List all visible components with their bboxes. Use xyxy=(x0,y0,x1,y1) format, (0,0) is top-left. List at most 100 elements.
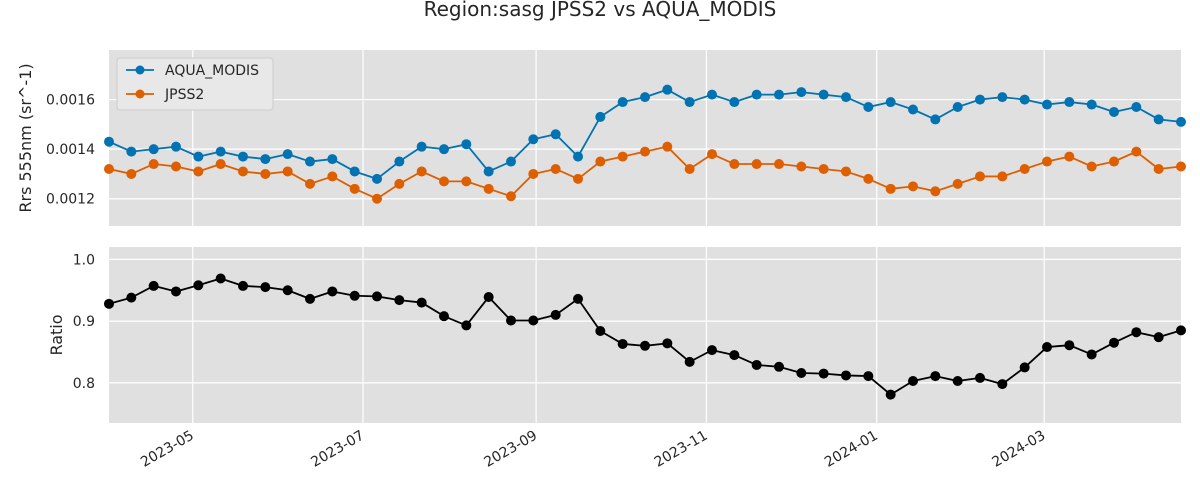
data-point-jpss2 xyxy=(841,166,851,177)
data-point-aqua-modis xyxy=(1109,106,1119,117)
x-tick-label: 2023-09 xyxy=(481,428,540,471)
data-point-aqua-modis xyxy=(751,89,762,100)
data-point-aqua-modis xyxy=(483,166,494,177)
data-point-jpss2 xyxy=(439,176,449,187)
data-point-jpss2 xyxy=(416,166,427,177)
data-point-ratio xyxy=(483,292,494,303)
data-point-aqua-modis xyxy=(1042,99,1052,110)
data-point-ratio xyxy=(1176,325,1186,336)
top-panel-y-ticks: 0.0012 0.0014 0.0016 xyxy=(46,93,95,208)
data-point-jpss2 xyxy=(751,159,762,170)
data-point-jpss2 xyxy=(461,176,472,187)
data-point-jpss2 xyxy=(662,141,673,152)
data-point-ratio xyxy=(1086,349,1097,360)
data-point-ratio xyxy=(1131,327,1142,338)
data-point-jpss2 xyxy=(573,173,583,184)
data-point-ratio xyxy=(550,309,561,320)
data-point-ratio xyxy=(1109,337,1119,348)
data-point-ratio xyxy=(1153,332,1164,343)
data-point-jpss2 xyxy=(349,183,360,194)
top-panel-background xyxy=(109,50,1181,226)
chart-title: Region:sasg JPSS2 vs AQUA_MODIS xyxy=(424,0,777,21)
data-point-jpss2 xyxy=(796,161,807,172)
data-point-ratio xyxy=(640,340,650,351)
data-point-jpss2 xyxy=(506,191,516,202)
data-point-aqua-modis xyxy=(662,84,673,95)
data-point-aqua-modis xyxy=(617,97,628,108)
data-point-jpss2 xyxy=(617,151,628,162)
data-point-ratio xyxy=(461,320,472,331)
data-point-jpss2 xyxy=(126,168,137,179)
data-point-jpss2 xyxy=(863,173,874,184)
data-point-aqua-modis xyxy=(215,146,226,157)
data-point-aqua-modis xyxy=(908,104,918,115)
data-point-ratio xyxy=(952,376,963,387)
data-point-jpss2 xyxy=(930,186,941,197)
data-point-aqua-modis xyxy=(640,92,650,103)
legend-entry-jpss2: JPSS2 xyxy=(126,87,204,103)
data-point-aqua-modis xyxy=(595,111,606,122)
top-y-tick-label: 0.0016 xyxy=(46,93,95,109)
data-point-aqua-modis xyxy=(349,166,360,177)
data-point-aqua-modis xyxy=(104,136,114,147)
x-tick-label: 2023-07 xyxy=(308,428,367,471)
data-point-ratio xyxy=(1042,342,1052,353)
data-point-ratio xyxy=(260,282,271,293)
data-point-jpss2 xyxy=(305,178,315,189)
data-point-aqua-modis xyxy=(997,92,1008,103)
data-point-ratio xyxy=(416,297,427,308)
data-point-jpss2 xyxy=(1086,161,1097,172)
bottom-panel-y-ticks: 0.8 0.9 1.0 xyxy=(73,252,95,392)
data-point-ratio xyxy=(439,311,449,322)
data-point-aqua-modis xyxy=(885,97,896,108)
data-point-aqua-modis xyxy=(148,144,159,155)
data-point-ratio xyxy=(1019,362,1030,373)
top-y-tick-label: 0.0012 xyxy=(46,192,95,208)
data-point-ratio xyxy=(193,280,204,291)
data-point-aqua-modis xyxy=(1176,116,1186,127)
data-point-aqua-modis xyxy=(1064,97,1075,108)
data-point-aqua-modis xyxy=(260,154,271,165)
legend-marker-jpss2 xyxy=(135,89,145,99)
data-point-jpss2 xyxy=(774,159,784,170)
top-panel-y-axis-label: Rrs 555nm (sr^-1) xyxy=(16,63,35,212)
data-point-jpss2 xyxy=(908,181,918,192)
data-point-aqua-modis xyxy=(461,139,472,150)
data-point-aqua-modis xyxy=(863,102,874,113)
data-point-aqua-modis xyxy=(506,156,516,167)
data-point-ratio xyxy=(327,286,338,297)
data-point-jpss2 xyxy=(729,159,740,170)
data-point-aqua-modis xyxy=(193,151,204,162)
data-point-ratio xyxy=(215,273,226,284)
bottom-panel-series xyxy=(104,273,1186,400)
data-point-ratio xyxy=(975,372,985,383)
data-point-aqua-modis xyxy=(774,89,784,100)
data-point-aqua-modis xyxy=(394,156,405,167)
x-tick-label: 2024-01 xyxy=(822,428,881,471)
legend-entry-aqua-modis: AQUA_MODIS xyxy=(126,63,259,79)
data-point-ratio xyxy=(841,370,851,381)
data-point-ratio xyxy=(684,356,695,367)
data-point-ratio xyxy=(282,285,293,296)
top-y-tick-label: 0.0014 xyxy=(46,142,95,158)
data-point-ratio xyxy=(1064,340,1075,351)
data-point-jpss2 xyxy=(1131,146,1142,157)
bottom-y-tick-label: 0.8 xyxy=(73,376,95,392)
bottom-y-tick-label: 0.9 xyxy=(73,314,95,330)
data-point-jpss2 xyxy=(260,168,271,179)
data-point-aqua-modis xyxy=(729,97,740,108)
data-point-aqua-modis xyxy=(126,146,137,157)
data-point-ratio xyxy=(997,379,1008,390)
data-point-ratio xyxy=(305,293,315,304)
data-point-ratio xyxy=(148,280,159,291)
data-point-jpss2 xyxy=(997,171,1008,182)
data-point-ratio xyxy=(662,338,673,349)
data-point-jpss2 xyxy=(818,163,829,174)
data-point-aqua-modis xyxy=(1131,102,1142,113)
data-point-ratio xyxy=(885,389,896,400)
bottom-panel: 0.8 0.9 1.0 Ratio xyxy=(47,247,1186,423)
data-point-jpss2 xyxy=(550,163,561,174)
data-point-aqua-modis xyxy=(416,141,427,152)
legend-marker-aqua-modis xyxy=(135,65,145,75)
top-panel: 0.0012 0.0014 0.0016 Rrs 555nm (sr^-1) AQU… xyxy=(16,50,1186,226)
